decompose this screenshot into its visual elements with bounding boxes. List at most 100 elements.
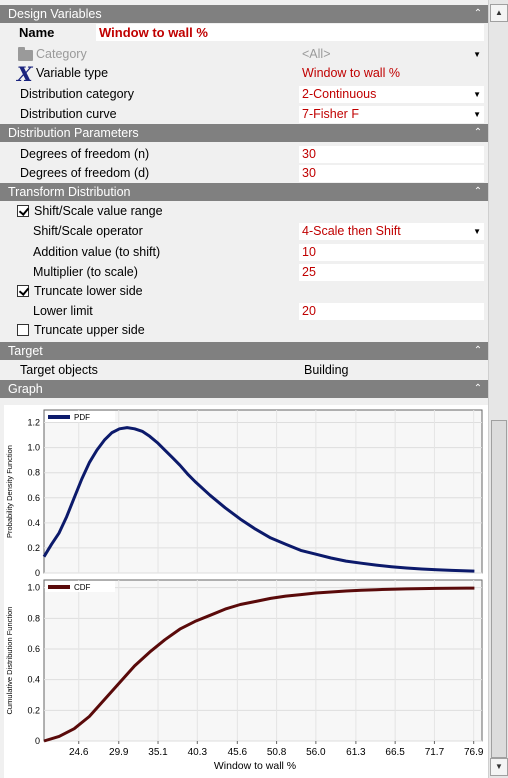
distribution-category-select[interactable]: 2-Continuous ▼ — [299, 86, 484, 103]
scroll-thumb[interactable] — [491, 420, 507, 758]
y-tick-label: 0.8 — [27, 468, 40, 478]
legend-box — [45, 581, 115, 592]
section-title: Design Variables — [8, 7, 102, 21]
y-tick-label: 0.2 — [27, 543, 40, 553]
collapse-chevron-icon[interactable]: ⌃ — [473, 345, 483, 356]
plot-frame — [43, 579, 483, 742]
y-tick-label: 0 — [35, 736, 40, 746]
truncate-lower-label: Truncate lower side — [34, 284, 143, 298]
section-header-distribution-parameters[interactable]: Distribution Parameters ⌃ — [0, 124, 488, 142]
section-header-graph[interactable]: Graph ⌃ — [0, 380, 488, 398]
name-field[interactable]: Window to wall % — [96, 24, 484, 41]
operator-value: 4-Scale then Shift — [302, 224, 401, 238]
truncate-lower-checkbox[interactable] — [17, 285, 29, 297]
x-tick-label: 56.0 — [306, 747, 326, 758]
variable-type-row: X Variable type Window to wall % — [0, 62, 488, 86]
target-objects-label: Target objects — [20, 363, 98, 377]
section-header-transform-distribution[interactable]: Transform Distribution ⌃ — [0, 183, 488, 201]
distribution-category-value: 2-Continuous — [302, 87, 377, 101]
addition-label: Addition value (to shift) — [33, 245, 161, 259]
distribution-category-label: Distribution category — [20, 87, 134, 101]
multiplier-row: Multiplier (to scale) 25 — [0, 263, 488, 283]
y-axis-label: Cumulative Distribution Function — [5, 607, 14, 715]
series-line-cdf — [43, 586, 475, 743]
x-tick-label: 71.7 — [425, 747, 445, 758]
category-value: <All> — [302, 47, 331, 61]
x-tick-label: 45.6 — [228, 747, 248, 758]
collapse-chevron-icon[interactable]: ⌃ — [473, 186, 483, 197]
section-title: Target — [8, 344, 43, 358]
addition-row: Addition value (to shift) 10 — [0, 243, 488, 263]
y-tick-label: 0.4 — [27, 675, 40, 685]
category-row: Category <All> ▼ — [0, 45, 488, 65]
dof-n-row: Degrees of freedom (n) 30 — [0, 145, 488, 165]
collapse-chevron-icon[interactable]: ⌃ — [473, 383, 483, 394]
vertical-scrollbar[interactable]: ▲ ▼ — [488, 0, 508, 778]
series-line-pdf — [42, 426, 475, 573]
category-select[interactable]: <All> ▼ — [299, 46, 484, 63]
property-grid: Design Variables ⌃ Name Window to wall %… — [0, 0, 488, 778]
variable-x-icon: X — [17, 62, 33, 86]
truncate-upper-label: Truncate upper side — [34, 323, 145, 337]
dof-n-field[interactable]: 30 — [299, 146, 484, 163]
variable-type-label: Variable type — [36, 66, 109, 80]
x-tick-label: 61.3 — [346, 747, 366, 758]
y-tick-label: 0 — [35, 568, 40, 578]
multiplier-field[interactable]: 25 — [299, 264, 484, 281]
y-axis-label: Probability Density Function — [5, 445, 14, 538]
variable-type-value: Window to wall % — [302, 66, 400, 80]
y-tick-label: 1.2 — [27, 418, 40, 428]
scroll-up-icon[interactable]: ▲ — [490, 4, 508, 22]
scroll-down-icon[interactable]: ▼ — [490, 758, 508, 776]
distribution-curve-select[interactable]: 7-Fisher F ▼ — [299, 106, 484, 123]
x-tick-label: 76.9 — [464, 747, 484, 758]
section-header-target[interactable]: Target ⌃ — [0, 342, 488, 360]
dof-n-label: Degrees of freedom (n) — [20, 147, 150, 161]
x-tick-label: 29.9 — [109, 747, 129, 758]
dropdown-arrow-icon[interactable]: ▼ — [473, 90, 481, 99]
dropdown-arrow-icon[interactable]: ▼ — [473, 50, 481, 59]
legend-label: PDF — [74, 413, 90, 422]
collapse-chevron-icon[interactable]: ⌃ — [473, 127, 483, 138]
dof-d-field[interactable]: 30 — [299, 165, 484, 182]
folder-icon — [18, 47, 33, 61]
y-tick-label: 0.6 — [27, 644, 40, 654]
x-tick-label: 24.6 — [69, 747, 89, 758]
lower-limit-row: Lower limit 20 — [0, 302, 488, 322]
operator-row: Shift/Scale operator 4-Scale then Shift … — [0, 222, 488, 242]
y-tick-label: 0.2 — [27, 705, 40, 715]
y-tick-label: 1.0 — [27, 583, 40, 593]
dropdown-arrow-icon[interactable]: ▼ — [473, 227, 481, 236]
distribution-category-row: Distribution category 2-Continuous ▼ — [0, 85, 488, 105]
operator-select[interactable]: 4-Scale then Shift ▼ — [299, 223, 484, 240]
section-title: Transform Distribution — [8, 185, 131, 199]
x-axis-label: Window to wall % — [214, 760, 296, 772]
multiplier-label: Multiplier (to scale) — [33, 265, 138, 279]
x-tick-label: 66.5 — [385, 747, 405, 758]
shift-scale-row: Shift/Scale value range — [0, 202, 488, 222]
truncate-lower-row: Truncate lower side — [0, 282, 488, 302]
y-tick-label: 1.0 — [27, 443, 40, 453]
x-tick-label: 40.3 — [188, 747, 208, 758]
y-tick-label: 0.6 — [27, 493, 40, 503]
distribution-curve-label: Distribution curve — [20, 107, 117, 121]
dof-d-row: Degrees of freedom (d) 30 — [0, 164, 488, 184]
section-header-design-variables[interactable]: Design Variables ⌃ — [0, 5, 488, 23]
legend-label: CDF — [74, 583, 91, 592]
name-label: Name — [19, 25, 55, 40]
truncate-upper-checkbox[interactable] — [17, 324, 29, 336]
distribution-curve-value: 7-Fisher F — [302, 107, 359, 121]
dropdown-arrow-icon[interactable]: ▼ — [473, 110, 481, 119]
y-tick-label: 0.8 — [27, 613, 40, 623]
plot-frame — [43, 409, 483, 574]
distribution-charts: 0 0.2 0.4 0.6 0.8 1.0 1.2 PDF Probability Densit… — [5, 409, 484, 772]
collapse-chevron-icon[interactable]: ⌃ — [473, 8, 483, 19]
lower-limit-field[interactable]: 20 — [299, 303, 484, 320]
x-tick-label: 50.8 — [267, 747, 287, 758]
dof-d-label: Degrees of freedom (d) — [20, 166, 150, 180]
category-label: Category — [36, 47, 87, 61]
addition-field[interactable]: 10 — [299, 244, 484, 261]
shift-scale-checkbox[interactable] — [17, 205, 29, 217]
section-title: Distribution Parameters — [8, 126, 139, 140]
legend-box — [45, 411, 115, 422]
